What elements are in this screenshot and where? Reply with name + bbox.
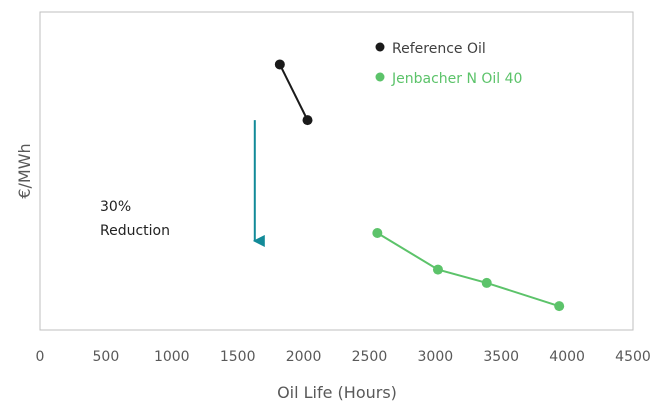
legend-label-jenbacher-n-oil-40: Jenbacher N Oil 40: [391, 71, 522, 87]
legend-item-reference-oil: Reference Oil: [375, 41, 486, 57]
series-line-reference-oil: [278, 64, 309, 121]
plot-area: [39, 11, 634, 331]
data-point-jenbacher-n-oil-40: [432, 264, 443, 275]
x-tick-label: 4500: [615, 349, 651, 365]
annotation-layer: 30% Reduction: [100, 120, 265, 247]
legend-marker-jenbacher-n-oil-40: [375, 72, 385, 82]
reduction-annotation-label: Reduction: [100, 223, 170, 239]
x-tick-label: 1500: [220, 349, 256, 365]
x-tick-label: 0: [36, 349, 45, 365]
reduction-annotation-label: 30%: [100, 199, 131, 215]
series-layer: [274, 59, 565, 312]
x-tick-label: 500: [93, 349, 120, 365]
y-axis-title: €/MWh: [15, 143, 34, 198]
x-tick-label: 3500: [483, 349, 519, 365]
x-tick-label: 1000: [154, 349, 190, 365]
x-tick-label: 3000: [418, 349, 454, 365]
data-point-jenbacher-n-oil-40: [554, 301, 565, 312]
x-tick-label: 4000: [549, 349, 585, 365]
data-point-reference-oil: [302, 115, 313, 126]
data-point-jenbacher-n-oil-40: [481, 277, 492, 288]
data-point-jenbacher-n-oil-40: [372, 228, 383, 239]
legend-marker-reference-oil: [375, 42, 385, 52]
x-tick-label: 2500: [352, 349, 388, 365]
x-tick-label: 2000: [286, 349, 322, 365]
data-point-reference-oil: [274, 59, 285, 70]
legend: Reference Oil Jenbacher N Oil 40: [375, 41, 522, 87]
legend-label-reference-oil: Reference Oil: [392, 41, 486, 57]
x-axis-ticks: 0 500 1000 1500 2000 2500 3000 3500 4000 4500: [36, 349, 651, 365]
x-axis-title: Oil Life (Hours): [277, 383, 397, 402]
series-line-jenbacher-n-oil-40: [376, 232, 560, 308]
legend-item-jenbacher-n-oil-40: Jenbacher N Oil 40: [375, 71, 522, 87]
